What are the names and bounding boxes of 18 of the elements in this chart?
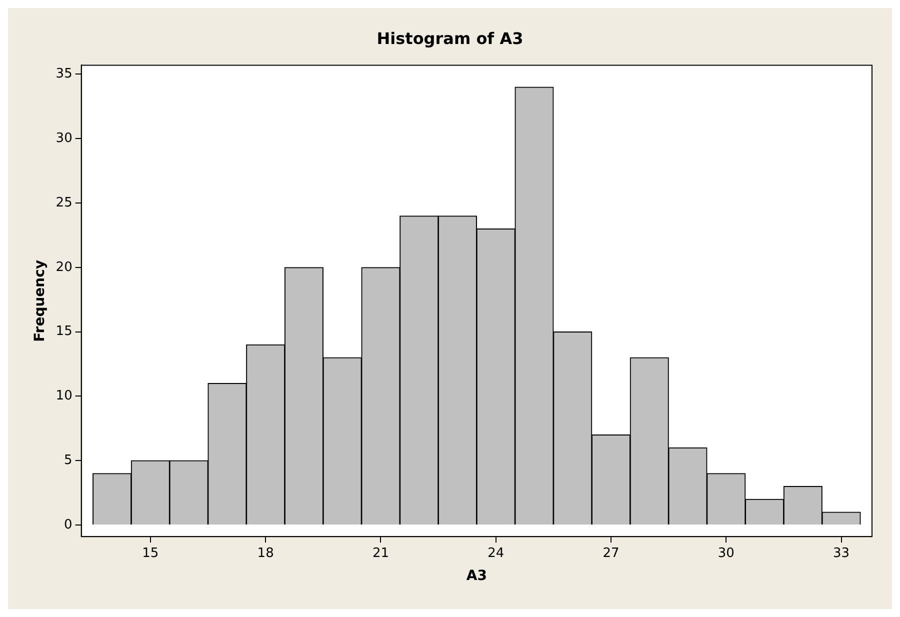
- y-tick-label: 10: [56, 388, 72, 404]
- x-tick-label: 18: [257, 546, 274, 561]
- y-tick-label: 35: [56, 66, 72, 82]
- x-tick-label: 24: [488, 546, 504, 561]
- x-tick-label: 27: [602, 546, 620, 561]
- x-axis-title: A3: [466, 568, 487, 584]
- y-tick-label: 15: [56, 324, 72, 340]
- x-tick-label: 33: [833, 546, 850, 561]
- x-tick-label: 15: [142, 546, 159, 561]
- y-tick-label: 0: [64, 517, 72, 532]
- chart-title: Histogram of A3: [376, 28, 524, 48]
- x-tick-label: 30: [718, 546, 734, 561]
- y-tick-label: 5: [64, 452, 72, 468]
- y-axis-title: Frequency: [32, 260, 48, 342]
- y-tick-label: 30: [56, 130, 72, 146]
- y-tick-label: 25: [56, 195, 72, 210]
- y-tick-label: 20: [56, 260, 72, 275]
- x-tick-label: 21: [372, 546, 389, 561]
